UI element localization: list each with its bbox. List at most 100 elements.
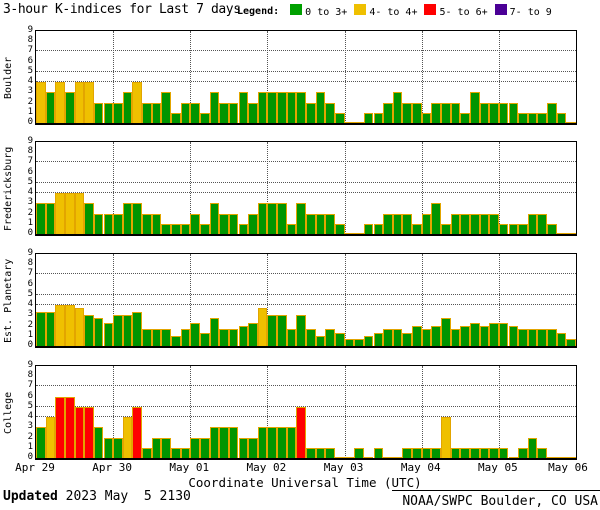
k-bar	[238, 92, 249, 123]
k-bar	[412, 447, 422, 458]
k-bar	[296, 315, 306, 346]
k-bar	[122, 417, 133, 458]
k-bar	[248, 322, 258, 346]
y-tick-label: 2	[27, 431, 33, 442]
k-bar	[469, 213, 480, 234]
k-bar	[421, 112, 432, 123]
k-bar	[171, 335, 181, 346]
v-gridline	[421, 142, 423, 234]
k-bar	[257, 308, 268, 346]
k-bar	[171, 447, 181, 458]
panel-boulder: Boulder 9 8 7 6 5 4 3 2 1 0	[0, 26, 600, 127]
k-bar	[132, 203, 143, 234]
k-bar	[103, 213, 114, 234]
y-tick-label: 1	[27, 329, 33, 340]
h-gridline	[36, 273, 576, 275]
k-bar	[392, 213, 403, 234]
k-bar	[36, 427, 46, 458]
h-gridline	[36, 405, 576, 407]
h-gridline	[36, 385, 576, 387]
k-bar	[277, 92, 287, 123]
k-bar	[469, 322, 480, 346]
k-bar	[296, 406, 306, 458]
k-bar	[64, 193, 75, 234]
h-gridline	[36, 50, 576, 52]
k-bar	[306, 328, 316, 346]
k-bar	[537, 328, 548, 346]
k-bar	[450, 328, 461, 346]
k-bar	[267, 315, 278, 346]
k-bar	[402, 447, 413, 458]
k-bar	[556, 112, 567, 123]
k-bar	[489, 447, 499, 458]
y-tick-label: 7	[27, 380, 33, 391]
y-tick-label: 2	[27, 96, 33, 107]
k-bar	[315, 92, 326, 123]
k-bar	[180, 223, 191, 234]
y-tick-label: 2	[27, 207, 33, 218]
k-bar	[286, 223, 297, 234]
k-bar	[199, 332, 210, 346]
y-tick-label: 9	[27, 248, 33, 258]
k-bar	[45, 312, 56, 346]
k-bar	[402, 102, 413, 123]
k-bar	[315, 335, 326, 346]
k-bar	[286, 427, 297, 458]
k-bar	[315, 213, 326, 234]
v-gridline	[344, 254, 346, 346]
k-bar	[344, 338, 355, 346]
h-gridline	[36, 293, 576, 295]
x-axis-day-label: May 03	[323, 461, 364, 474]
k-bar	[489, 102, 499, 123]
k-bar	[373, 447, 384, 458]
k-bar	[460, 213, 470, 234]
v-gridline	[190, 366, 192, 458]
k-bar	[392, 456, 403, 458]
k-bar	[74, 193, 85, 234]
k-bar	[84, 82, 94, 123]
k-bar	[412, 102, 422, 123]
k-bar	[412, 223, 422, 234]
y-tick-label: 6	[27, 166, 33, 177]
v-gridline	[113, 366, 115, 458]
k-bar	[527, 112, 538, 123]
plot-area	[35, 30, 577, 125]
v-gridline	[498, 366, 500, 458]
v-gridline	[190, 31, 192, 123]
v-gridline	[498, 142, 500, 234]
k-bar	[219, 427, 229, 458]
legend-swatch	[290, 4, 303, 15]
k-bar	[277, 203, 287, 234]
y-tick-label: 7	[27, 156, 33, 167]
y-tick-label: 4	[27, 299, 33, 310]
v-gridline	[267, 366, 269, 458]
k-bar	[55, 396, 65, 458]
k-bar	[479, 447, 490, 458]
k-bar	[334, 456, 345, 458]
station-label: Est. Planetary	[3, 258, 14, 343]
h-gridline	[36, 161, 576, 163]
plot-area	[35, 253, 577, 348]
k-bar	[74, 308, 85, 346]
k-bar	[277, 315, 287, 346]
k-bar	[180, 328, 191, 346]
k-bar	[450, 213, 461, 234]
y-tick-label: 5	[27, 65, 33, 76]
y-tick-label: 5	[27, 400, 33, 411]
y-tick-label: 3	[27, 197, 33, 208]
k-bar	[306, 213, 316, 234]
y-tick-label: 9	[27, 360, 33, 370]
k-bar	[518, 112, 528, 123]
v-gridline	[344, 366, 346, 458]
legend-items: 0 to 3+ 4- to 4+ 5- to 6+ 7- to 9	[283, 4, 552, 18]
k-bar	[354, 232, 364, 234]
k-bar	[498, 447, 509, 458]
y-tick-label: 6	[27, 390, 33, 401]
x-axis-day-label: May 02	[246, 461, 287, 474]
k-bar	[508, 223, 519, 234]
y-tick-label: 3	[27, 421, 33, 432]
x-axis-day-label: Apr 29	[15, 461, 55, 474]
k-bar	[228, 427, 239, 458]
k-bar	[74, 406, 85, 458]
k-bar	[489, 213, 499, 234]
